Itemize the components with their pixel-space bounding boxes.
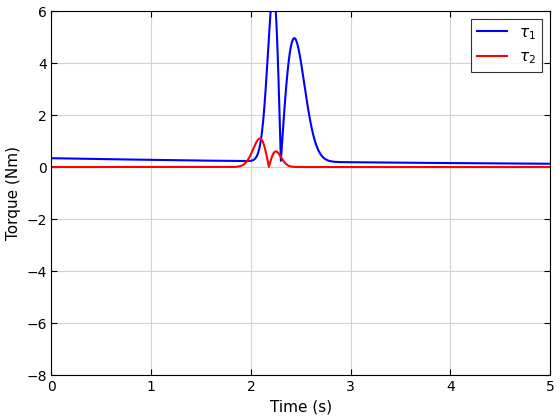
$\tau_2$: [256, 136, 263, 141]
$\tau_2$: [239, 163, 245, 168]
$\tau_2$: [347, 165, 354, 170]
$\tau_2$: [547, 165, 553, 170]
$\tau_1$: [48, 156, 55, 161]
$\tau_1$: [239, 158, 245, 163]
$\tau_2$: [420, 165, 427, 170]
$\tau_1$: [420, 160, 427, 165]
Y-axis label: Torque (Nm): Torque (Nm): [6, 146, 21, 240]
$\tau_2$: [458, 165, 465, 170]
$\tau_2$: [535, 165, 542, 170]
$\tau_1$: [458, 160, 465, 165]
Line: $\tau_1$: $\tau_1$: [52, 0, 550, 164]
Line: $\tau_2$: $\tau_2$: [52, 139, 550, 167]
$\tau_2$: [372, 165, 379, 170]
Legend: $\tau_1$, $\tau_2$: $\tau_1$, $\tau_2$: [470, 19, 543, 72]
$\tau_1$: [372, 160, 379, 165]
$\tau_1$: [347, 160, 354, 165]
$\tau_1$: [547, 161, 553, 166]
$\tau_1$: [139, 157, 146, 162]
$\tau_2$: [139, 165, 146, 170]
X-axis label: Time (s): Time (s): [270, 399, 332, 415]
$\tau_2$: [48, 165, 55, 170]
